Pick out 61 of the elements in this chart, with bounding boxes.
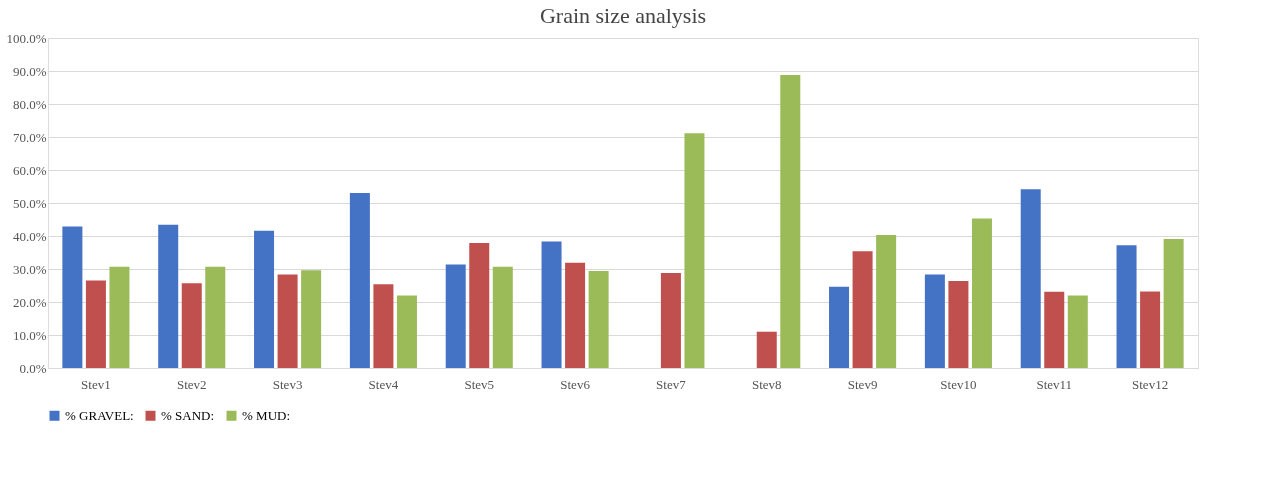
- bar: [1044, 291, 1065, 368]
- bar: [181, 283, 202, 368]
- bar: [492, 266, 513, 368]
- bar: [373, 284, 394, 368]
- x-tick-label: Stev2: [176, 376, 207, 392]
- bar: [109, 266, 130, 368]
- bar: [254, 230, 275, 368]
- bar: [1116, 245, 1137, 368]
- bar: [1163, 238, 1184, 368]
- x-tick-label: Stev6: [560, 376, 591, 392]
- x-tick-label: Stev8: [751, 376, 782, 392]
- x-tick-label: Stev10: [940, 376, 977, 392]
- chart-title: Grain size analysis: [539, 3, 707, 28]
- y-tick-label: 40.0%: [12, 228, 47, 244]
- legend-label: % GRAVEL:: [65, 407, 134, 423]
- bar: [756, 331, 777, 368]
- bar: [852, 251, 873, 368]
- y-tick-label: 60.0%: [12, 162, 47, 178]
- bar: [1067, 295, 1088, 368]
- y-tick-label: 80.0%: [12, 96, 47, 112]
- y-tick-label: 30.0%: [12, 261, 47, 277]
- y-tick-label: 10.0%: [12, 327, 47, 343]
- bar: [396, 295, 417, 368]
- bar: [445, 264, 466, 368]
- bar: [277, 274, 298, 368]
- legend-label: % SAND:: [161, 407, 215, 423]
- bar: [1020, 189, 1041, 368]
- x-tick-label: Stev12: [1132, 376, 1169, 392]
- bar: [85, 280, 106, 368]
- bar: [1140, 291, 1161, 368]
- x-tick-label: Stev4: [368, 376, 399, 392]
- legend-label: % MUD:: [242, 407, 291, 423]
- bar: [62, 226, 83, 368]
- y-tick-label: 70.0%: [12, 129, 47, 145]
- x-tick-label: Stev9: [847, 376, 878, 392]
- x-tick-label: Stev11: [1036, 376, 1073, 392]
- bar: [829, 286, 850, 368]
- bar: [948, 280, 969, 368]
- bar: [349, 193, 370, 368]
- bar: [588, 270, 609, 368]
- y-tick-label: 20.0%: [12, 294, 47, 310]
- y-tick-label: 50.0%: [12, 195, 47, 211]
- bar: [541, 241, 562, 368]
- bar: [469, 242, 490, 368]
- bar: [301, 270, 322, 368]
- bar: [660, 272, 681, 368]
- bar: [876, 235, 897, 368]
- bar: [924, 274, 945, 368]
- bar: [684, 133, 705, 368]
- x-tick-label: Stev5: [464, 376, 495, 392]
- bar: [205, 266, 226, 368]
- bar: [565, 262, 586, 368]
- y-tick-label: 0.0%: [19, 360, 47, 376]
- y-tick-label: 100.0%: [6, 30, 47, 46]
- bar: [780, 74, 801, 368]
- x-tick-label: Stev7: [656, 376, 687, 392]
- bar: [158, 224, 179, 368]
- x-tick-label: Stev1: [81, 376, 111, 392]
- y-tick-label: 90.0%: [12, 63, 47, 79]
- bar: [971, 218, 992, 368]
- x-tick-label: Stev3: [272, 376, 303, 392]
